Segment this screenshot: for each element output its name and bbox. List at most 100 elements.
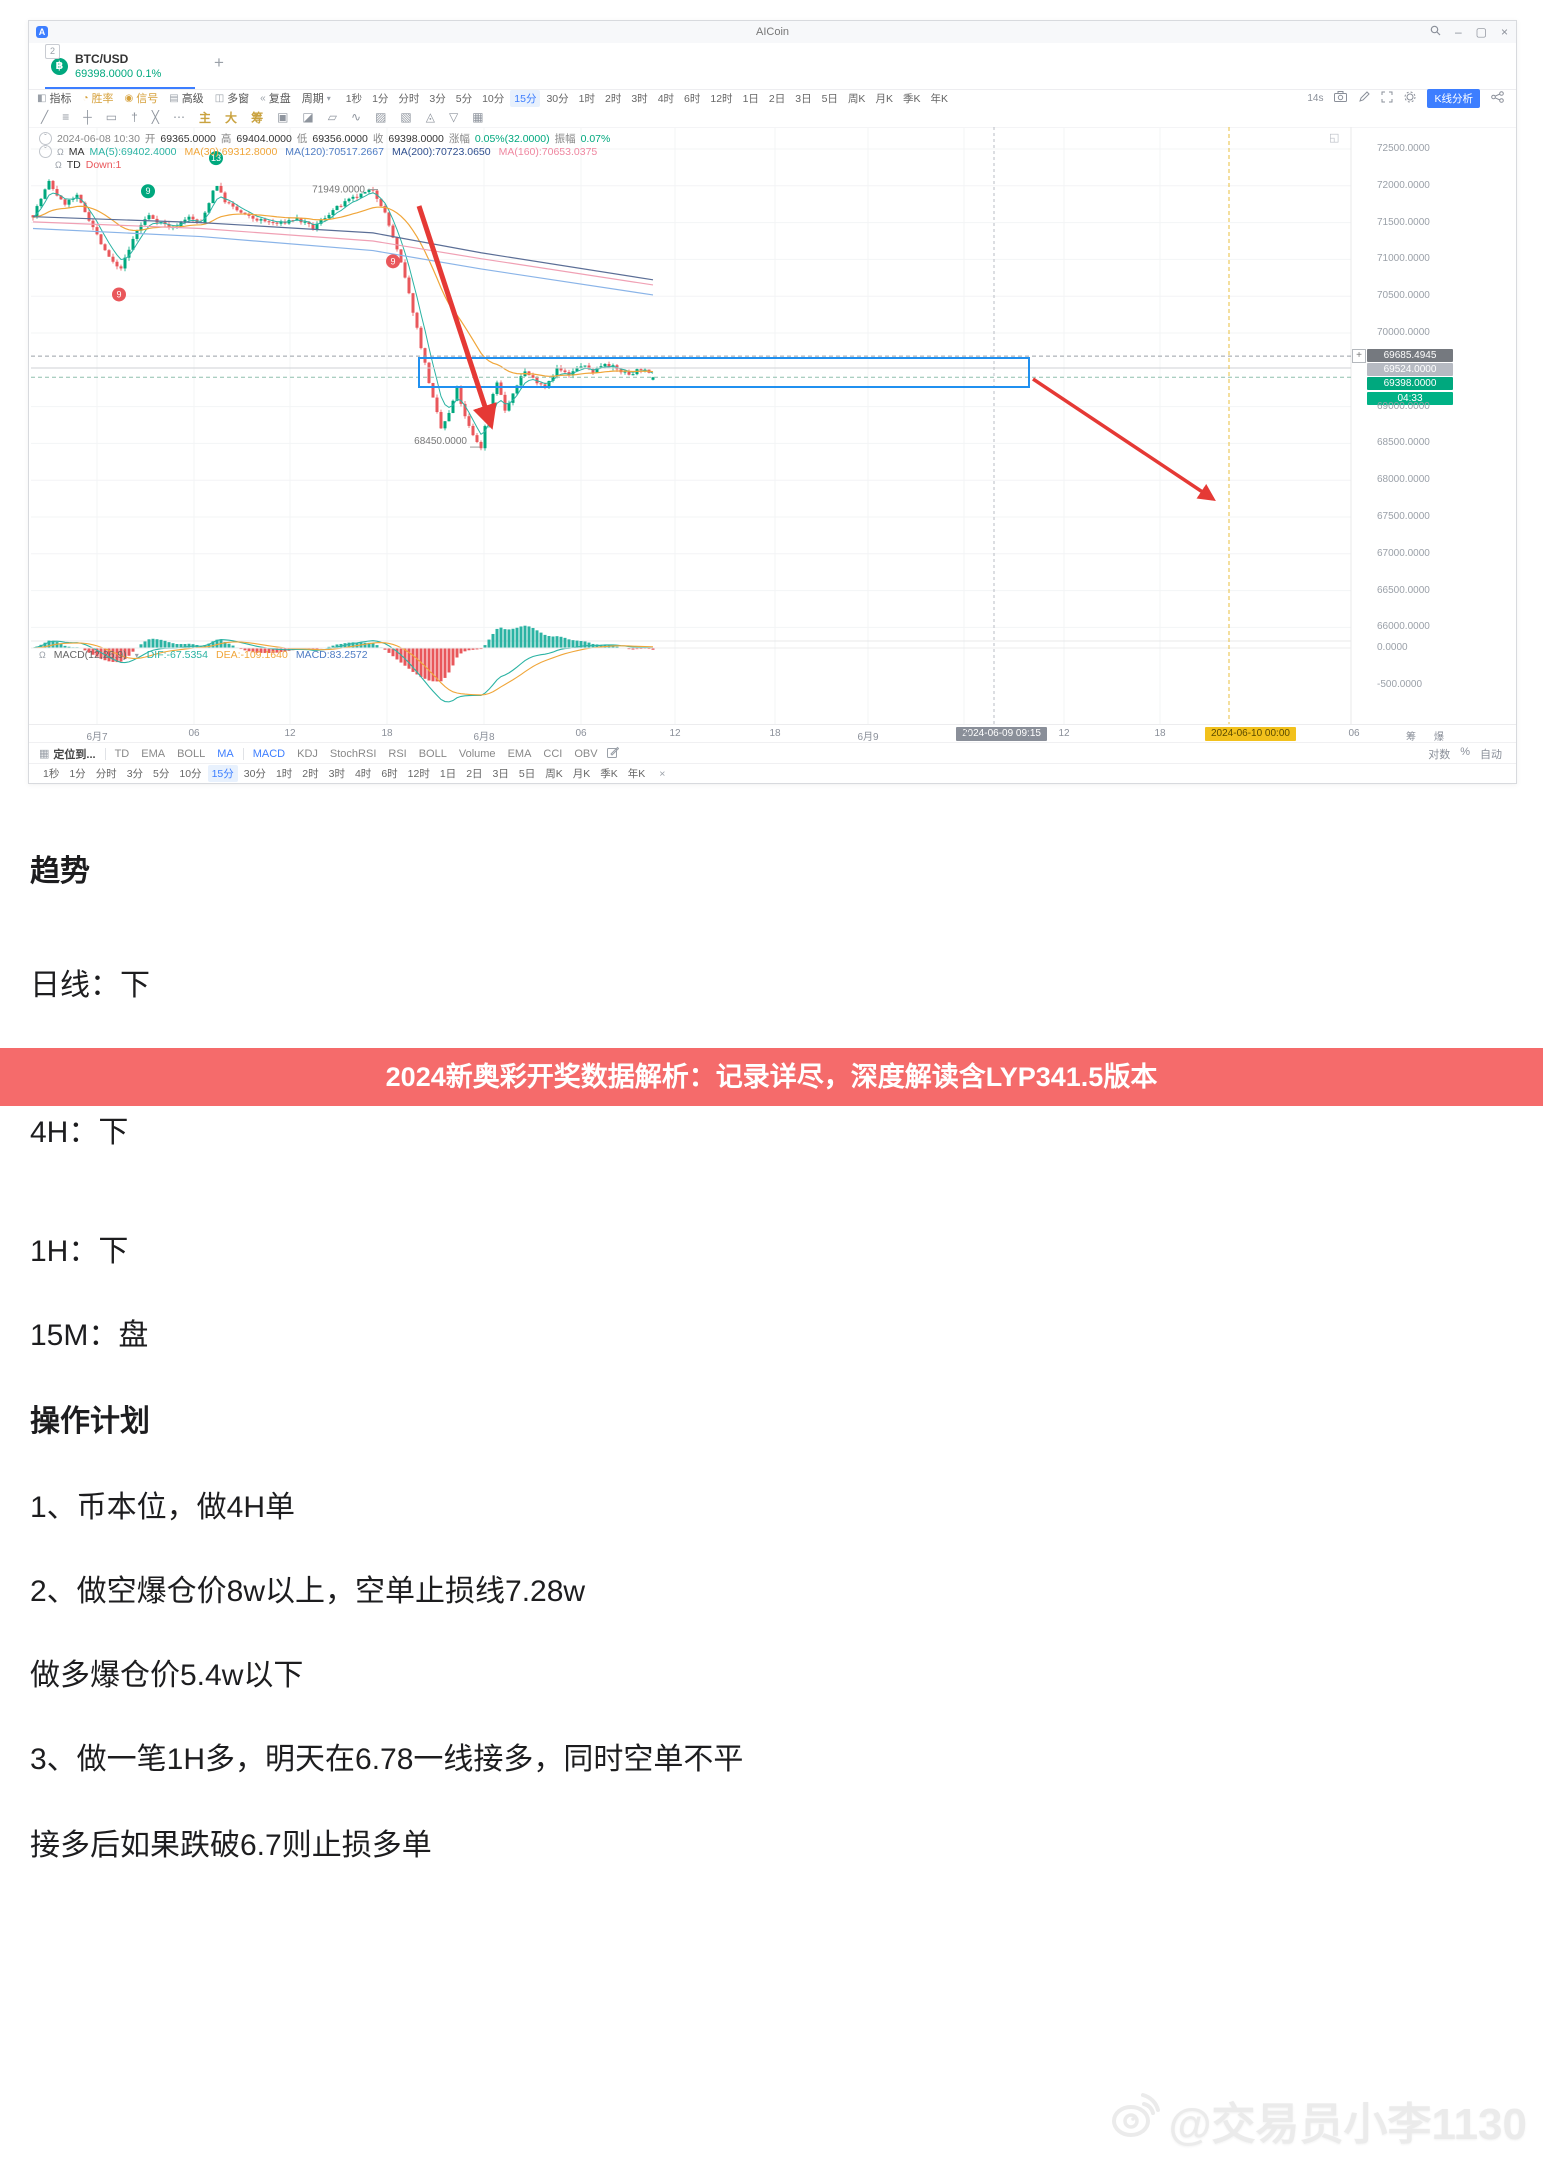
scale-option-%[interactable]: % <box>1460 745 1470 758</box>
timeframe-1时[interactable]: 1时 <box>578 92 595 105</box>
minimize-icon[interactable]: – <box>1454 25 1462 39</box>
fullscreen-icon[interactable] <box>1381 91 1393 106</box>
locate-to-button[interactable]: ▦ 定位到... <box>39 746 96 762</box>
toolbar-menu-信号[interactable]: ◉ 信号 <box>125 90 159 106</box>
chips-toggle[interactable]: 筹 <box>1406 732 1416 743</box>
timeframe-4时[interactable]: 4时 <box>354 768 372 780</box>
close-panel-icon[interactable]: × <box>659 767 666 780</box>
indicator-tab-OBV[interactable]: OBV <box>574 747 598 760</box>
draw-tool-icon[interactable]: ▱ <box>327 110 337 124</box>
add-order-line-icon[interactable]: + <box>1352 349 1366 363</box>
settings-icon[interactable] <box>1404 91 1416 106</box>
timeframe-5分[interactable]: 5分 <box>153 768 170 780</box>
indicator-tab-EMA[interactable]: EMA <box>141 747 166 760</box>
collapse-chevron-icon[interactable]: ˇ <box>39 145 52 158</box>
timeframe-1秒[interactable]: 1秒 <box>43 768 60 780</box>
search-icon[interactable] <box>1430 21 1441 43</box>
toolbar-menu-多窗[interactable]: ◫ 多窗 <box>215 90 249 106</box>
draw-tool-icon[interactable]: ▽ <box>448 110 459 124</box>
indicator-tab-EMA[interactable]: EMA <box>507 747 532 760</box>
timeframe-3时[interactable]: 3时 <box>631 92 648 105</box>
timeframe-12时[interactable]: 12时 <box>710 92 733 105</box>
timeframe-30分[interactable]: 30分 <box>243 768 266 780</box>
expand-pane-icon[interactable]: ◱ <box>1329 132 1340 144</box>
timeframe-1分[interactable]: 1分 <box>372 92 389 105</box>
timeframe-10分[interactable]: 10分 <box>482 92 505 105</box>
indicator-tab-RSI[interactable]: RSI <box>388 747 407 760</box>
timeframe-3日[interactable]: 3日 <box>492 768 509 780</box>
draw-tool-icon[interactable]: ∿ <box>351 110 362 124</box>
pencil-icon[interactable] <box>1358 90 1371 106</box>
draw-tool-icon[interactable]: 筹 <box>251 110 264 125</box>
timeframe-12时[interactable]: 12时 <box>407 768 430 780</box>
timeframe-3分[interactable]: 3分 <box>126 768 144 780</box>
indicator-tab-MA[interactable]: MA <box>217 747 234 760</box>
timeframe-月K[interactable]: 月K <box>875 92 893 105</box>
indicator-tab-MACD[interactable]: MACD <box>252 747 286 760</box>
timeframe-2日[interactable]: 2日 <box>768 92 786 105</box>
timeframe-3分[interactable]: 3分 <box>429 92 446 105</box>
timeframe-年K[interactable]: 年K <box>930 92 948 105</box>
draw-tool-icon[interactable]: ╱ <box>41 110 49 124</box>
add-tab-button[interactable]: + <box>214 53 224 72</box>
draw-tool-icon[interactable]: ╳ <box>151 110 160 124</box>
timeframe-5日[interactable]: 5日 <box>518 768 536 780</box>
timeframe-季K[interactable]: 季K <box>902 92 921 105</box>
toolbar-menu-周期[interactable]: 周期 ▾ <box>302 90 331 106</box>
timeframe-5分[interactable]: 5分 <box>455 92 473 105</box>
scale-option-对数[interactable]: 对数 <box>1428 748 1451 761</box>
chevron-down-icon[interactable]: ▾ <box>134 650 139 660</box>
timeframe-1秒[interactable]: 1秒 <box>345 92 363 105</box>
indicator-tab-BOLL[interactable]: BOLL <box>177 747 206 760</box>
tab-btcusd[interactable]: ฿ BTC/USD 69398.0000 0.1% <box>45 49 195 89</box>
timeframe-1日[interactable]: 1日 <box>439 768 457 780</box>
timeframe-3时[interactable]: 3时 <box>328 768 345 780</box>
draw-tool-icon[interactable]: 主 <box>199 110 212 125</box>
timeframe-季K[interactable]: 季K <box>600 768 618 780</box>
timeframe-6时[interactable]: 6时 <box>381 768 398 780</box>
indicator-tab-CCI[interactable]: CCI <box>543 747 563 760</box>
indicator-tab-KDJ[interactable]: KDJ <box>297 747 318 760</box>
share-icon[interactable] <box>1491 90 1504 106</box>
draw-tool-icon[interactable]: ◪ <box>302 110 314 124</box>
draw-tool-icon[interactable]: ▨ <box>375 110 387 124</box>
kline-analysis-button[interactable]: K线分析 <box>1427 88 1480 108</box>
timeframe-1时[interactable]: 1时 <box>275 768 293 780</box>
draw-tool-icon[interactable]: ≡ <box>62 110 70 124</box>
timeframe-周K[interactable]: 周K <box>847 92 866 105</box>
timeframe-2时[interactable]: 2时 <box>605 92 622 105</box>
timeframe-5日[interactable]: 5日 <box>821 92 838 105</box>
bell-icon[interactable]: Ω <box>55 160 62 170</box>
timeframe-1日[interactable]: 1日 <box>742 92 759 105</box>
timeframe-30分[interactable]: 30分 <box>546 92 569 105</box>
timeframe-4时[interactable]: 4时 <box>657 92 675 105</box>
toolbar-menu-高级[interactable]: ▤ 高级 <box>169 90 203 106</box>
timeframe-年K[interactable]: 年K <box>627 768 646 780</box>
scale-option-自动[interactable]: 自动 <box>1480 748 1502 761</box>
edit-indicators-icon[interactable] <box>606 746 619 761</box>
toolbar-menu-复盘[interactable]: «复盘 <box>260 90 291 106</box>
timeframe-分时[interactable]: 分时 <box>398 92 420 105</box>
draw-tool-icon[interactable]: ┼ <box>83 110 92 124</box>
indicator-tab-TD[interactable]: TD <box>114 747 130 760</box>
indicator-tab-BOLL[interactable]: BOLL <box>418 747 447 760</box>
draw-tool-icon[interactable]: ◬ <box>425 110 435 124</box>
toolbar-menu-胜率[interactable]: ◔ 胜率 <box>82 90 113 106</box>
timeframe-周K[interactable]: 周K <box>545 768 563 780</box>
candlestick-chart[interactable]: 71949.0000 68450.0000 9 9 13 9 <box>31 127 1516 724</box>
price-axis[interactable]: + 69685.4945 69524.0000 69398.0000 04:33… <box>1351 127 1513 724</box>
timeframe-分时[interactable]: 分时 <box>95 768 117 780</box>
timeframe-15分[interactable]: 15分 <box>207 765 238 782</box>
timeframe-月K[interactable]: 月K <box>572 768 591 780</box>
timeframe-1分[interactable]: 1分 <box>69 768 86 780</box>
camera-icon[interactable] <box>1334 91 1348 105</box>
draw-tool-icon[interactable]: 大 <box>225 110 238 125</box>
draw-tool-icon[interactable]: ⋯ <box>173 110 186 124</box>
timeframe-2时[interactable]: 2时 <box>302 768 319 780</box>
bell-icon[interactable]: Ω <box>57 146 64 157</box>
toolbar-menu-指标[interactable]: ◧ 指标 <box>37 90 71 106</box>
draw-tool-icon[interactable]: ▧ <box>400 110 412 124</box>
maximize-icon[interactable]: ▢ <box>1475 25 1487 39</box>
collapse-chevron-icon[interactable]: ˇ <box>39 132 52 145</box>
draw-tool-icon[interactable]: † <box>131 110 138 124</box>
